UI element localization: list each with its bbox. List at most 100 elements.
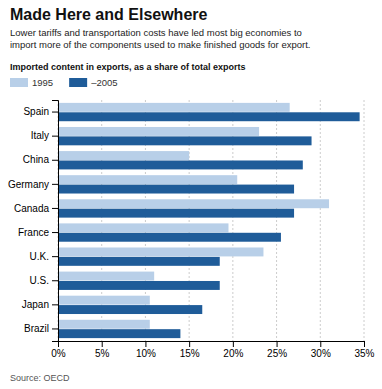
tick-label: Germany bbox=[8, 179, 49, 190]
tick: 30% bbox=[311, 341, 331, 359]
tick-label: Spain bbox=[23, 106, 49, 117]
tick: Italy bbox=[31, 130, 58, 141]
tick: Brazil bbox=[24, 323, 58, 334]
legend-item: –2005 bbox=[69, 77, 117, 88]
grid-line bbox=[364, 100, 365, 341]
axis-domain bbox=[52, 101, 59, 342]
legend-swatch bbox=[69, 78, 87, 87]
tick: Germany bbox=[8, 179, 58, 190]
bar bbox=[58, 112, 360, 121]
tick-label: Brazil bbox=[24, 323, 49, 334]
bar bbox=[58, 175, 237, 184]
tick: 15% bbox=[180, 341, 200, 359]
bar bbox=[58, 247, 263, 256]
chart: Made Here and Elsewhere Lower tariffs and… bbox=[0, 0, 382, 389]
legend-title: Imported content in exports, as a share … bbox=[10, 62, 246, 72]
grid-line bbox=[320, 100, 321, 341]
tick-mark bbox=[233, 341, 234, 347]
bar bbox=[58, 233, 281, 242]
grid-line bbox=[101, 100, 102, 341]
tick: U.K. bbox=[30, 251, 58, 262]
bar bbox=[58, 151, 189, 160]
tick-mark bbox=[52, 208, 58, 209]
tick-label: Canada bbox=[14, 203, 49, 214]
tick-mark bbox=[52, 328, 58, 329]
tick-mark bbox=[145, 341, 146, 347]
tick-label: 25% bbox=[267, 348, 287, 359]
legend-swatch bbox=[10, 78, 28, 87]
bar bbox=[58, 209, 294, 218]
tick: 0% bbox=[51, 341, 66, 359]
grid-line bbox=[232, 100, 233, 341]
grid-line bbox=[145, 100, 146, 341]
y-axis: Spain Italy China Germany Canada France U.K. U.… bbox=[8, 101, 59, 342]
source: Source: OECD bbox=[10, 373, 70, 383]
grid-line bbox=[276, 100, 277, 341]
bar bbox=[58, 223, 228, 232]
tick-mark bbox=[102, 341, 103, 347]
bar bbox=[58, 185, 294, 194]
tick-mark bbox=[52, 136, 58, 137]
tick: France bbox=[18, 227, 58, 238]
tick-mark bbox=[52, 112, 58, 113]
tick-label: 15% bbox=[180, 348, 200, 359]
tick: China bbox=[23, 154, 58, 165]
tick-label: 35% bbox=[354, 348, 374, 359]
tick: Canada bbox=[14, 203, 58, 214]
x-axis: 0% 5% 10% 15% 20% 25% 30% 35% bbox=[51, 341, 374, 359]
tick-mark bbox=[52, 256, 58, 257]
tick: 5% bbox=[95, 341, 110, 359]
legend-label: 1995 bbox=[32, 77, 53, 88]
tick: 35% bbox=[354, 341, 374, 359]
tick-label: Italy bbox=[31, 130, 49, 141]
tick: 20% bbox=[223, 341, 243, 359]
bar bbox=[58, 127, 259, 136]
subtitle-line: Lower tariffs and transportation costs h… bbox=[10, 27, 302, 38]
grid-line bbox=[189, 100, 190, 341]
tick-label: 0% bbox=[51, 348, 66, 359]
legend: 1995 –2005 bbox=[10, 77, 118, 88]
tick: U.S. bbox=[30, 275, 58, 286]
bar bbox=[58, 281, 220, 290]
tick-label: U.K. bbox=[30, 251, 49, 262]
tick-mark bbox=[52, 304, 58, 305]
bar bbox=[58, 296, 150, 305]
tick: Japan bbox=[22, 299, 58, 310]
subtitle-line: import more of the components used to ma… bbox=[10, 39, 310, 50]
tick-mark bbox=[277, 341, 278, 347]
bar bbox=[58, 272, 154, 281]
tick-label: France bbox=[18, 227, 50, 238]
tick-label: China bbox=[23, 154, 50, 165]
legend-item: 1995 bbox=[10, 77, 53, 88]
tick-label: 10% bbox=[136, 348, 156, 359]
grid bbox=[58, 100, 364, 341]
tick-label: Japan bbox=[22, 299, 49, 310]
tick-label: 30% bbox=[311, 348, 331, 359]
bar bbox=[58, 320, 150, 329]
tick-label: U.S. bbox=[30, 275, 49, 286]
tick-label: 20% bbox=[223, 348, 243, 359]
axis-domain bbox=[59, 342, 365, 348]
bar bbox=[58, 136, 312, 145]
legend-label: –2005 bbox=[91, 77, 117, 88]
tick-mark bbox=[364, 341, 365, 347]
bars bbox=[58, 103, 360, 338]
tick-mark bbox=[52, 232, 58, 233]
tick: 25% bbox=[267, 341, 287, 359]
bar bbox=[58, 103, 290, 112]
bar bbox=[58, 160, 303, 169]
tick: 10% bbox=[136, 341, 156, 359]
tick-mark bbox=[320, 341, 321, 347]
title: Made Here and Elsewhere bbox=[10, 6, 208, 23]
tick-label: 5% bbox=[95, 348, 110, 359]
tick-mark bbox=[189, 341, 190, 347]
tick: Spain bbox=[23, 106, 58, 117]
tick-mark bbox=[52, 280, 58, 281]
bar bbox=[58, 199, 329, 208]
bar bbox=[58, 305, 202, 314]
tick-mark bbox=[52, 184, 58, 185]
plot: 0% 5% 10% 15% 20% 25% 30% 35% Spain Italy China Ger… bbox=[8, 100, 375, 359]
subtitle: Lower tariffs and transportation costs h… bbox=[10, 27, 310, 50]
bar bbox=[58, 329, 180, 338]
bar bbox=[58, 257, 220, 266]
